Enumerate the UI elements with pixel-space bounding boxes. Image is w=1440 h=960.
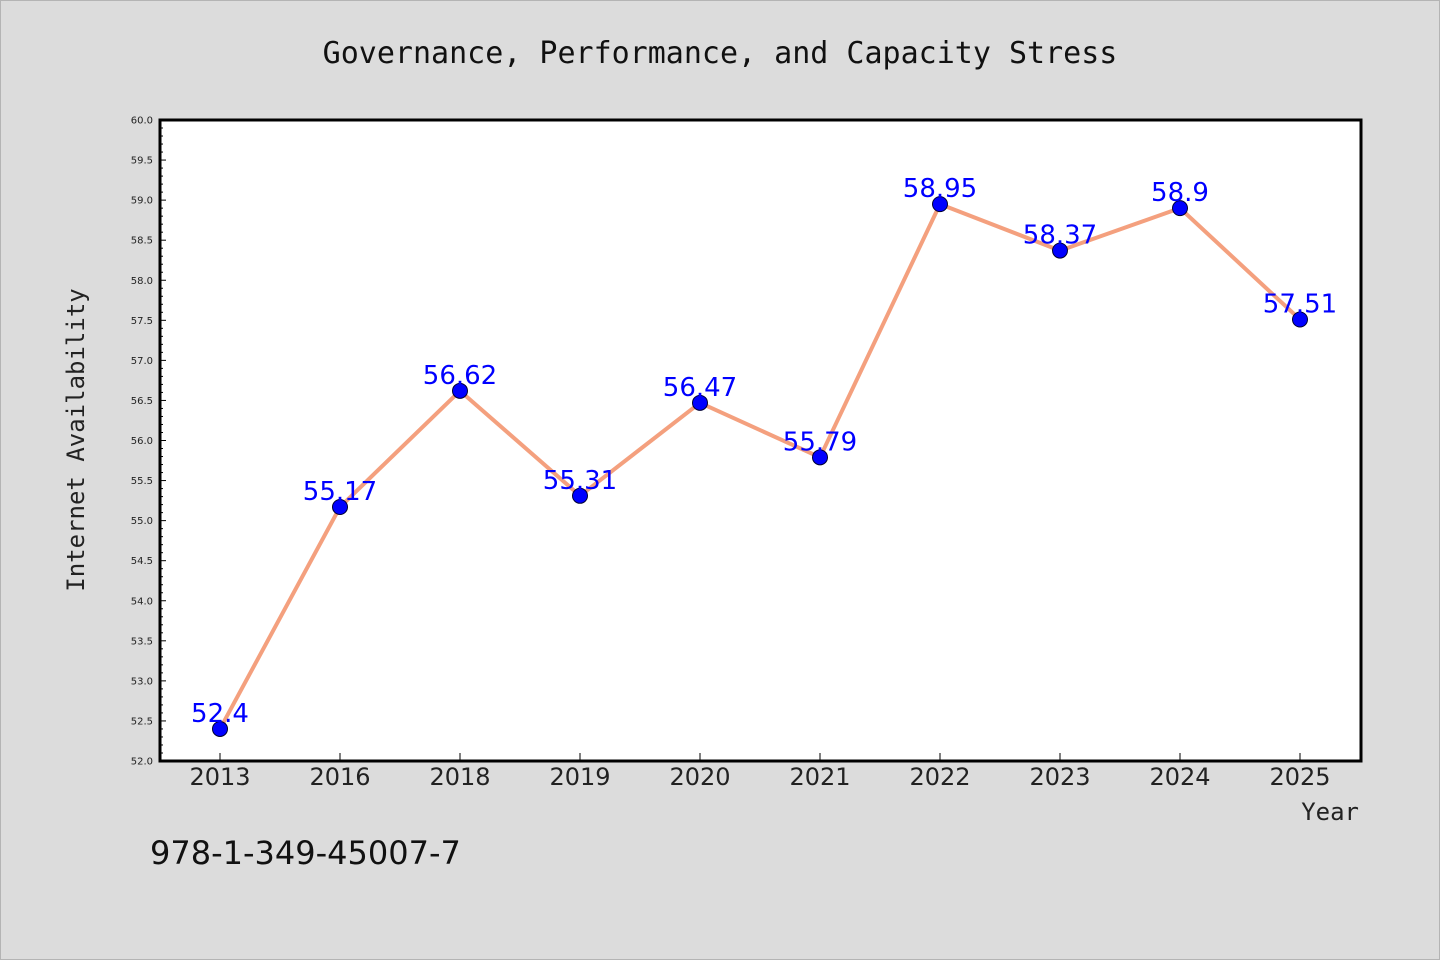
data-label-2016: 55.17 <box>303 477 377 507</box>
y-tick-label: 60.0 <box>131 116 153 127</box>
data-label-2013: 52.4 <box>191 699 249 729</box>
data-point-2020 <box>692 394 708 411</box>
x-axis-title: Year <box>1301 798 1359 826</box>
x-tick-label: 2018 <box>429 763 490 791</box>
x-tick-label: 2025 <box>1269 763 1330 791</box>
y-tick-label: 55.0 <box>131 516 153 527</box>
y-tick-label: 58.5 <box>131 236 153 247</box>
y-tick-label: 52.5 <box>131 716 153 727</box>
data-label-2024: 58.9 <box>1151 178 1209 208</box>
footnote-isbn: 978-1-349-45007-7 <box>150 834 461 872</box>
data-label-2021: 55.79 <box>783 427 857 457</box>
y-tick-label: 52.0 <box>131 757 153 768</box>
y-tick-label: 58.0 <box>131 276 153 287</box>
data-point-2018 <box>452 382 468 399</box>
x-tick-label: 2021 <box>789 763 850 791</box>
y-axis-title: Internet Availability <box>62 288 90 591</box>
data-point-2025 <box>1292 311 1308 328</box>
x-tick-label: 2022 <box>909 763 970 791</box>
data-point-2013 <box>212 720 228 737</box>
data-point-2021 <box>812 449 828 466</box>
x-tick-label: 2019 <box>549 763 610 791</box>
y-tick-label: 54.5 <box>131 556 153 567</box>
data-label-2019: 55.31 <box>543 466 617 496</box>
x-tick-label: 2024 <box>1149 763 1210 791</box>
data-point-2023 <box>1052 242 1068 259</box>
data-label-2023: 58.37 <box>1023 221 1097 251</box>
data-point-2024 <box>1172 200 1188 217</box>
data-label-2022: 58.95 <box>903 174 977 204</box>
series-line <box>218 202 1302 731</box>
data-label-2018: 56.62 <box>423 361 497 391</box>
plot-area <box>158 118 1363 763</box>
x-tick-label: 2020 <box>669 763 730 791</box>
data-label-2025: 57.51 <box>1263 290 1337 320</box>
y-tick-label: 57.5 <box>131 316 153 327</box>
y-tick-label: 55.5 <box>131 476 153 487</box>
y-tick-label: 53.0 <box>131 676 153 687</box>
x-tick-label: 2023 <box>1029 763 1090 791</box>
y-tick-label: 56.0 <box>131 436 153 447</box>
data-point-2016 <box>332 499 348 516</box>
y-tick-label: 56.5 <box>131 396 153 407</box>
series-line-group: 52.4 55.17 56.62 55.31 56.47 55.79 58.95 58.37 5… <box>191 174 1337 737</box>
y-tick-label: 59.0 <box>131 196 153 207</box>
chart-title: Governance, Performance, and Capacity St… <box>323 36 1118 71</box>
y-tick-label: 59.5 <box>131 156 153 167</box>
y-tick-label: 57.0 <box>131 356 153 367</box>
y-tick-label: 54.0 <box>131 596 153 607</box>
data-point-2019 <box>572 487 588 504</box>
y-axis: 52.0 52.5 53.0 53.5 54.0 54.5 55.0 55.5 56.0 56.5… <box>131 116 166 768</box>
data-label-2020: 56.47 <box>663 373 737 403</box>
y-tick-label: 53.5 <box>131 636 153 647</box>
x-tick-label: 2013 <box>189 763 250 791</box>
x-tick-label: 2016 <box>309 763 370 791</box>
data-point-2022 <box>932 196 948 213</box>
x-axis: 2013 2016 2018 2019 2020 2021 2022 2023 2024 2025 <box>189 753 1331 791</box>
